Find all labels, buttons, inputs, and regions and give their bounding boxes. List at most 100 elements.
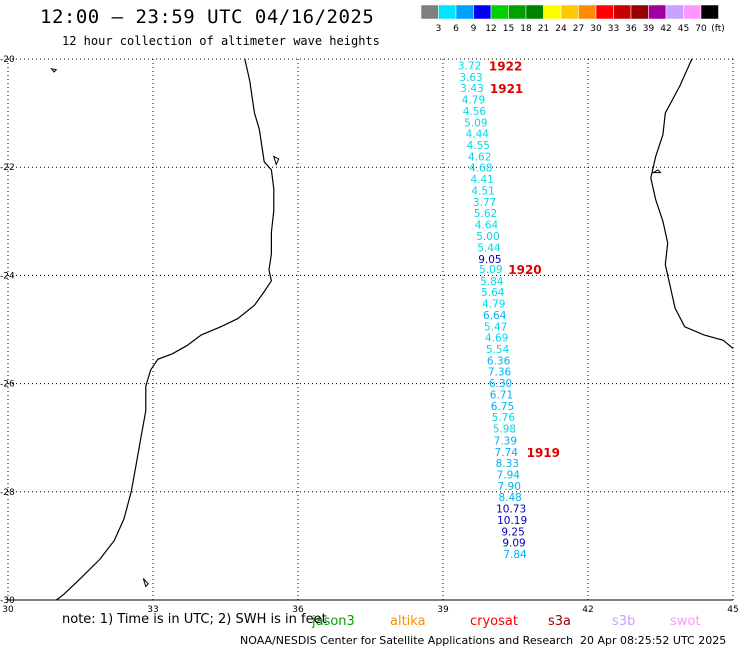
- footer-credit: NOAA/NESDIS Center for Satellite Applica…: [240, 634, 574, 647]
- legend-tick-label: 70: [695, 24, 707, 34]
- madagascar-coastline: [650, 58, 734, 349]
- legend-swatch: [543, 4, 562, 20]
- wave-height-value: 4.79: [462, 95, 485, 107]
- wave-height-value: 8.48: [498, 492, 521, 504]
- wave-height-value: 5.54: [486, 344, 510, 356]
- wave-height-value: 5.64: [481, 287, 505, 299]
- wave-height-value: 4.64: [475, 220, 499, 232]
- legend-tick-label: 42: [660, 24, 671, 34]
- wave-height-value: 9.09: [502, 538, 525, 550]
- legend-tick-label: 27: [573, 24, 584, 34]
- footer-note: note: 1) Time is in UTC; 2) SWH is in fe…: [62, 612, 327, 627]
- lat-tick-label: -30: [0, 596, 15, 606]
- wave-height-value: 7.74: [495, 447, 519, 459]
- africa-coastline: [55, 58, 275, 601]
- lon-tick-label: 45: [727, 605, 738, 615]
- wave-height-value: 6.30: [489, 378, 512, 390]
- page-subtitle: 12 hour collection of altimeter wave hei…: [62, 34, 380, 48]
- legend-swatch: [455, 4, 474, 20]
- wave-height-value: 7.94: [497, 469, 521, 481]
- pass-time-label: 1922: [489, 59, 522, 73]
- lon-tick-label: 36: [292, 605, 304, 615]
- wave-height-value: 6.64: [483, 310, 507, 322]
- satellite-label: jason3: [311, 614, 355, 629]
- wave-height-value: 5.09: [464, 117, 487, 129]
- legend-swatch: [595, 4, 614, 20]
- legend-swatch: [613, 4, 632, 20]
- legend-swatch: [683, 4, 702, 20]
- island-outline: [142, 578, 149, 588]
- wave-height-value: 5.44: [477, 242, 501, 254]
- legend-swatch: [630, 4, 649, 20]
- wave-height-value: 5.00: [476, 231, 499, 243]
- lat-tick-label: -28: [0, 488, 15, 498]
- lat-tick-label: -26: [0, 380, 15, 390]
- wave-height-value: 7.84: [503, 549, 527, 561]
- legend-tick-label: 39: [643, 24, 655, 34]
- legend-swatch: [508, 4, 527, 20]
- wave-height-value: 7.36: [488, 367, 512, 379]
- wave-height-value: 4.68: [469, 163, 492, 175]
- wave-height-value: 9.25: [501, 526, 524, 538]
- legend-swatch: [525, 4, 544, 20]
- wave-height-value: 4.41: [470, 174, 493, 186]
- wave-height-value: 5.09: [479, 264, 502, 276]
- legend-swatch: [560, 4, 579, 20]
- wave-height-value: 4.44: [466, 129, 490, 141]
- wave-height-value: 7.39: [494, 435, 517, 447]
- satellite-label: s3a: [548, 614, 571, 629]
- lon-tick-label: 39: [437, 605, 449, 615]
- lat-tick-label: -24: [0, 271, 15, 281]
- wave-height-value: 5.84: [480, 276, 504, 288]
- wave-height-value: 4.56: [463, 106, 487, 118]
- legend-swatch: [648, 4, 667, 20]
- legend-swatch: [438, 4, 457, 20]
- legend-tick-label: 30: [590, 24, 602, 34]
- lon-tick-label: 30: [2, 605, 14, 615]
- pass-time-label: 1920: [508, 263, 541, 277]
- legend-tick-label: 18: [520, 24, 532, 34]
- wave-height-value: 4.55: [467, 140, 490, 152]
- wave-height-value: 4.51: [471, 185, 494, 197]
- pass-time-label: 1919: [527, 446, 560, 460]
- wave-height-value: 7.90: [498, 481, 521, 493]
- wave-height-value: 4.69: [485, 333, 508, 345]
- satellite-label: swot: [670, 614, 700, 629]
- legend-tick-label: 9: [471, 24, 477, 34]
- wave-height-value: 8.33: [496, 458, 519, 470]
- legend-tick-label: 3: [436, 24, 442, 34]
- wave-height-value: 6.75: [491, 401, 514, 413]
- wave-height-value: 4.62: [468, 151, 491, 163]
- wave-height-value: 10.19: [497, 515, 527, 527]
- lon-tick-label: 42: [582, 605, 593, 615]
- legend-tick-label: 45: [678, 24, 689, 34]
- wave-height-value: 5.98: [493, 424, 516, 436]
- legend-swatch: [578, 4, 597, 20]
- wave-height-value: 4.79: [482, 299, 505, 311]
- page-title: 12:00 – 23:59 UTC 04/16/2025: [40, 6, 375, 28]
- legend-tick-label: 33: [608, 24, 619, 34]
- satellite-label: altika: [390, 614, 426, 629]
- wave-height-value: 3.63: [459, 72, 482, 84]
- island-outline: [651, 169, 662, 174]
- satellite-label: s3b: [612, 614, 635, 629]
- legend-swatch: [665, 4, 684, 20]
- wave-height-value: 10.73: [496, 504, 526, 516]
- legend-swatch: [473, 4, 492, 20]
- legend-unit: (ft): [711, 24, 725, 34]
- legend-tick-label: 15: [503, 24, 514, 34]
- wave-height-value: 5.62: [474, 208, 497, 220]
- lat-tick-label: -20: [0, 55, 15, 65]
- island-outline: [50, 67, 58, 73]
- legend-tick-label: 21: [538, 24, 549, 34]
- wave-height-value: 6.71: [490, 389, 513, 401]
- wave-height-value: 5.47: [484, 321, 507, 333]
- wave-height-value: 3.72: [458, 60, 481, 72]
- legend-tick-label: 24: [555, 24, 567, 34]
- wave-height-value: 9.05: [478, 254, 501, 266]
- legend-tick-label: 36: [625, 24, 637, 34]
- wave-height-value: 6.36: [487, 355, 511, 367]
- satellite-label: cryosat: [470, 614, 518, 629]
- lat-tick-label: -22: [0, 163, 15, 173]
